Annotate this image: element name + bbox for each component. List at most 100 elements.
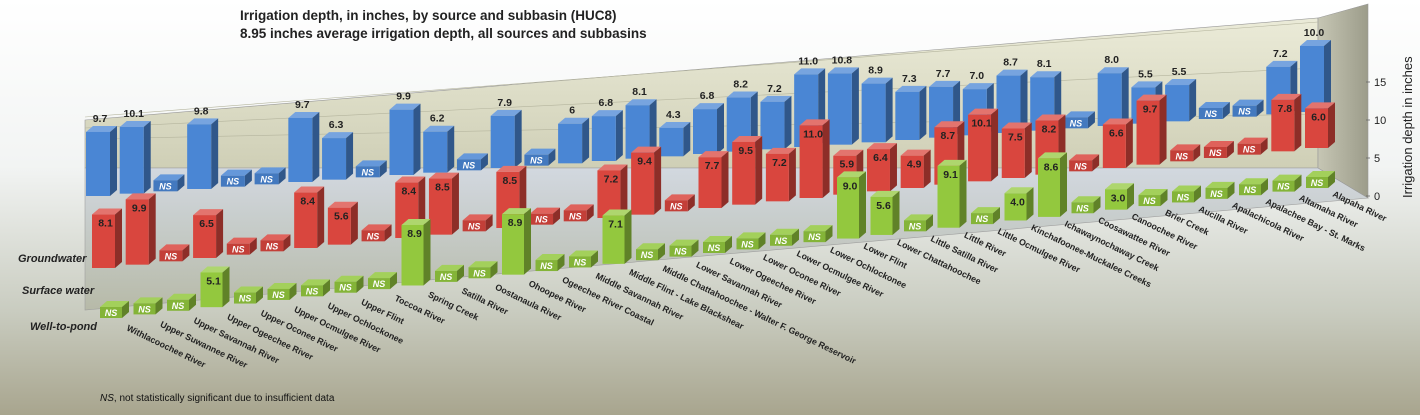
ns-block-side xyxy=(485,214,493,232)
bar-top xyxy=(1266,60,1298,67)
ns-block-top xyxy=(563,204,594,211)
bar-front xyxy=(1038,158,1060,217)
bar-1-29: NS xyxy=(1069,154,1100,172)
z-tick-label: 0 xyxy=(1374,191,1380,203)
bar-top xyxy=(490,109,522,116)
bar-value-label: 9.9 xyxy=(132,202,147,214)
ns-block-front xyxy=(736,238,759,250)
bar-top xyxy=(591,110,623,117)
bar-2-24: NS xyxy=(904,214,933,232)
bar-top xyxy=(1131,81,1163,88)
ns-block-front xyxy=(1232,105,1257,117)
bar-front xyxy=(895,91,920,140)
bar-value-label: 8.5 xyxy=(503,175,518,187)
ns-block-top xyxy=(368,272,397,279)
ns-block-side xyxy=(1194,185,1201,203)
bar-side xyxy=(451,172,459,235)
bar-top xyxy=(1035,114,1066,121)
ns-block-top xyxy=(220,169,252,176)
bar-value-label: 7.5 xyxy=(1008,132,1023,144)
bar-front xyxy=(200,272,223,308)
bar-front xyxy=(119,127,144,194)
ns-block-top xyxy=(1237,137,1268,144)
ns-label: NS xyxy=(540,261,553,271)
bar-1-4: NS xyxy=(226,237,257,255)
bar-side xyxy=(889,143,897,192)
ns-block-front xyxy=(1170,150,1194,162)
bar-top xyxy=(996,69,1028,76)
bar-2-5: NS xyxy=(267,282,297,300)
bar-value-label: 9.4 xyxy=(637,156,652,168)
ns-block-top xyxy=(301,279,330,286)
bar-value-label: 8.1 xyxy=(632,86,647,98)
ns-block-top xyxy=(1205,181,1235,188)
bar-top xyxy=(968,108,999,115)
ns-block-top xyxy=(703,236,732,242)
bar-2-11: NS xyxy=(468,261,498,279)
ns-block-front xyxy=(569,256,591,268)
bar-2-0: NS xyxy=(100,301,129,318)
bar-top xyxy=(428,172,459,179)
bar-top xyxy=(496,165,527,172)
ns-block-front xyxy=(664,200,688,212)
bar-1-15: 7.2 xyxy=(597,164,628,218)
bar-value-label: 10.1 xyxy=(124,108,145,120)
footnote: NS, not statistically significant due to… xyxy=(100,393,335,404)
bar-front xyxy=(428,178,452,235)
ns-block-front xyxy=(1138,195,1161,207)
bar-value-label: 9.9 xyxy=(396,91,411,103)
ns-block-side xyxy=(155,297,163,315)
ns-block-side xyxy=(256,286,263,304)
ns-block-front xyxy=(220,175,245,187)
bar-value-label: 4.9 xyxy=(907,159,922,171)
bar-0-1: 10.1 xyxy=(119,108,151,194)
ns-block-side xyxy=(1227,181,1235,199)
bar-front xyxy=(968,114,992,182)
bar-0-17: 4.3 xyxy=(659,109,691,157)
ns-block-top xyxy=(435,264,464,271)
bar-0-22: 10.8 xyxy=(827,54,859,145)
bar-2-2: NS xyxy=(167,293,196,311)
ns-block-front xyxy=(524,154,549,166)
bar-top xyxy=(1105,183,1134,190)
bar-side xyxy=(582,117,590,164)
bar-front xyxy=(698,157,722,208)
bar-side xyxy=(1324,40,1331,112)
bar-value-label: 5.6 xyxy=(876,200,891,212)
bar-side xyxy=(423,218,431,286)
bar-value-label: 9.8 xyxy=(194,105,209,117)
bar-side xyxy=(959,159,967,228)
ns-block-top xyxy=(736,232,766,239)
ns-block-side xyxy=(356,275,364,293)
bar-value-label: 7.0 xyxy=(969,70,984,82)
bar-front xyxy=(937,165,960,228)
bar-1-34: NS xyxy=(1237,137,1268,155)
bar-value-label: 6.0 xyxy=(1311,111,1326,123)
bar-top xyxy=(1305,102,1335,109)
ns-label: NS xyxy=(463,160,476,170)
bar-front xyxy=(732,141,756,205)
bar-front xyxy=(401,224,424,286)
bar-side xyxy=(919,85,927,140)
bar-0-2: NS xyxy=(153,174,185,192)
bar-1-0: 8.1 xyxy=(92,208,122,268)
bar-2-10: NS xyxy=(435,264,464,282)
bar-2-32: NS xyxy=(1172,185,1201,203)
ns-block-top xyxy=(770,228,799,235)
bar-top xyxy=(1102,118,1133,125)
bar-2-18: NS xyxy=(703,236,732,253)
bar-top xyxy=(1136,94,1167,101)
ns-block-top xyxy=(535,254,565,261)
ns-block-top xyxy=(153,174,185,181)
ns-label: NS xyxy=(1210,189,1223,199)
ns-block-top xyxy=(100,301,129,307)
bar-0-8: NS xyxy=(355,160,387,178)
bar-2-29: NS xyxy=(1071,196,1101,214)
bar-side xyxy=(1189,79,1197,122)
bar-side xyxy=(788,147,796,202)
bar-side xyxy=(624,209,632,264)
bar-top xyxy=(895,85,927,92)
ns-block-front xyxy=(1071,202,1094,214)
bar-value-label: 8.4 xyxy=(300,196,315,208)
